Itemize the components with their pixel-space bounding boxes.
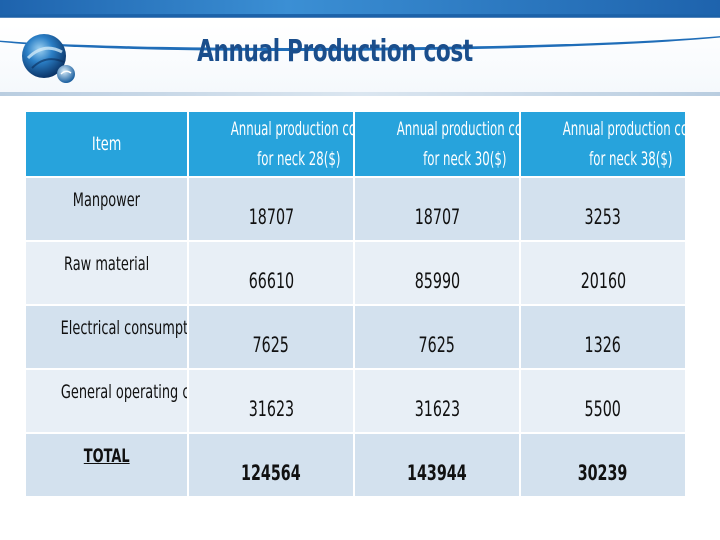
value-cell: 31623 (189, 370, 353, 432)
row-item-label: General operating cost (60, 381, 187, 403)
value-cell: 7625 (355, 306, 519, 368)
header-item-label: Item (91, 133, 122, 155)
table-row: General operating cost 31623 31623 5500 (26, 370, 685, 432)
header-neck-28-line2: for neck 28($) (257, 148, 341, 170)
value-neck-38: 20160 (580, 269, 626, 293)
value-neck-28: 31623 (248, 397, 294, 421)
banner-swoosh (0, 8, 720, 51)
value-cell: 7625 (189, 306, 353, 368)
header-neck-38-label: Annual production cost for neck 38($) (563, 114, 685, 174)
table-row: Electrical consumption 7625 7625 1326 (26, 306, 685, 368)
value-cell: 30239 (521, 434, 685, 496)
table-header-row: Item Annual production cost for neck 28(… (26, 112, 685, 176)
value-neck-38: 5500 (584, 397, 622, 421)
header-item: Item (26, 112, 187, 176)
header-neck-38-line2: for neck 38($) (589, 148, 673, 170)
value-cell: 66610 (189, 242, 353, 304)
globe-logo-icon (22, 34, 75, 83)
row-item-cell: TOTAL (26, 434, 187, 496)
value-neck-28: 18707 (248, 205, 294, 229)
row-item-label: Raw material (63, 253, 150, 275)
value-cell: 1326 (521, 306, 685, 368)
header-neck-30: Annual production cost for neck 30($) (355, 112, 519, 176)
header-neck-28: Annual production cost for neck 28($) (189, 112, 353, 176)
cost-table-container: Item Annual production cost for neck 28(… (24, 110, 687, 498)
value-neck-30: 31623 (414, 397, 460, 421)
header-neck-28-label: Annual production cost for neck 28($) (231, 114, 353, 174)
banner-divider (0, 92, 720, 96)
header-neck-38: Annual production cost for neck 38($) (521, 112, 685, 176)
total-neck-30: 143944 (407, 461, 467, 485)
value-cell: 31623 (355, 370, 519, 432)
value-neck-38: 1326 (584, 333, 622, 357)
total-neck-28: 124564 (241, 461, 301, 485)
row-item-cell: General operating cost (26, 370, 187, 432)
row-item-cell: Manpower (26, 178, 187, 240)
page-title: Annual Production cost (197, 34, 473, 69)
table-row: Raw material 66610 85990 20160 (26, 242, 685, 304)
header-neck-38-line1: Annual production cost (562, 118, 685, 140)
header-neck-30-label: Annual production cost for neck 30($) (397, 114, 519, 174)
row-item-label: Electrical consumption (60, 317, 187, 339)
value-cell: 20160 (521, 242, 685, 304)
cost-table: Item Annual production cost for neck 28(… (24, 110, 687, 498)
table-row: Manpower 18707 18707 3253 (26, 178, 685, 240)
row-item-label: TOTAL (83, 445, 130, 467)
table-row-total: TOTAL 124564 143944 30239 (26, 434, 685, 496)
row-item-cell: Raw material (26, 242, 187, 304)
value-neck-28: 7625 (252, 333, 290, 357)
header-neck-28-line1: Annual production cost (230, 118, 353, 140)
value-cell: 3253 (521, 178, 685, 240)
row-item-label: Manpower (72, 189, 141, 211)
value-cell: 85990 (355, 242, 519, 304)
header-neck-30-line2: for neck 30($) (423, 148, 507, 170)
header-neck-30-line1: Annual production cost (396, 118, 519, 140)
value-cell: 124564 (189, 434, 353, 496)
value-cell: 18707 (189, 178, 353, 240)
value-neck-30: 18707 (414, 205, 460, 229)
total-neck-38: 30239 (578, 461, 628, 485)
row-item-cell: Electrical consumption (26, 306, 187, 368)
value-neck-30: 85990 (414, 269, 460, 293)
value-cell: 18707 (355, 178, 519, 240)
value-cell: 5500 (521, 370, 685, 432)
header-banner (0, 0, 720, 96)
value-neck-30: 7625 (418, 333, 456, 357)
value-cell: 143944 (355, 434, 519, 496)
value-neck-38: 3253 (584, 205, 622, 229)
value-neck-28: 66610 (248, 269, 294, 293)
